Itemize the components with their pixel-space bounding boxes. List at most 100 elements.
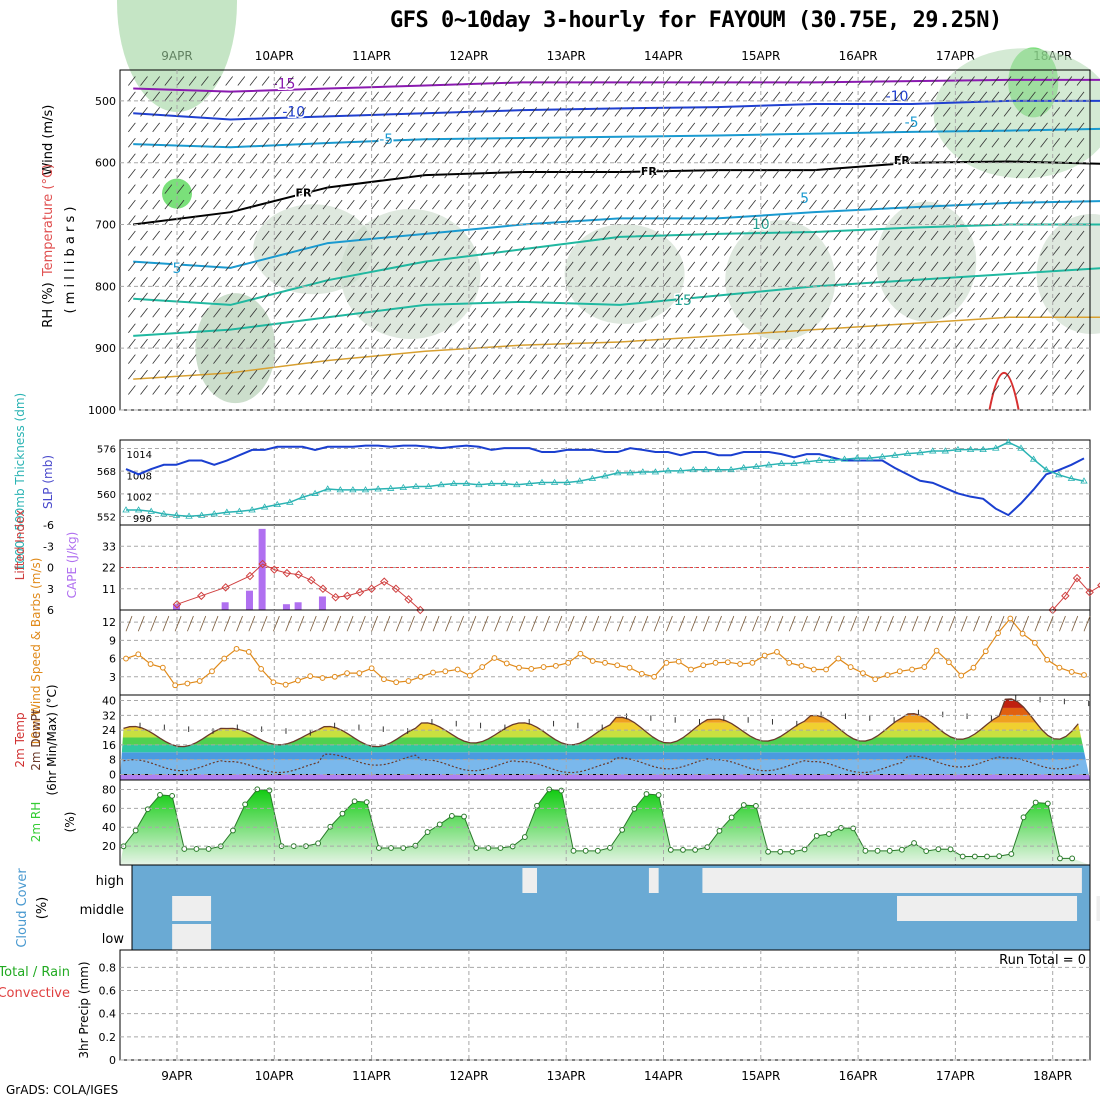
wind-barb [748,292,756,303]
wind-barb [1015,184,1024,194]
wind-barb [1028,215,1036,225]
wind-barb [128,107,136,117]
wind-barb [529,184,538,194]
wind-barb [553,369,562,380]
wind-barb [419,385,428,395]
wind-barb [602,246,611,256]
wind-barb [517,338,525,349]
wind-barb [930,308,939,318]
wind-barb [809,338,817,349]
wind-speed-marker [945,659,952,666]
wind-barb [140,292,148,303]
wind-barb [663,385,671,395]
wind-barb [590,168,598,179]
wind-barb [833,122,842,133]
wind-barb [626,168,635,179]
rh-marker [534,802,540,809]
wind-barb [1064,246,1073,256]
wind-barb [699,168,708,179]
li-tick: 3 [47,583,54,596]
wind-barb [432,230,440,241]
wind-barb-10m [162,615,170,632]
wind-barb [480,107,489,117]
wind-barb [468,215,477,225]
wind-barb [699,369,708,380]
wind-barb [310,76,319,86]
wind-barb [298,76,306,86]
wind-barb-10m [666,615,673,632]
wind-barb-10m [997,615,1005,632]
wind-barb [492,230,501,241]
wind-barb [310,184,319,194]
wind-barb [626,230,635,241]
rh-marker [181,846,188,852]
wind-barb [699,199,708,210]
wind-barb [1028,292,1036,303]
wind-barb [128,354,136,364]
wind-barb [541,246,550,256]
wind-barb [334,230,343,241]
wind-tick: 9 [109,634,116,647]
wind-barb [736,153,744,163]
wind-barb [128,153,136,163]
wind-barb [529,91,538,102]
wind-speed-marker [540,664,547,670]
wind-barb [225,292,233,303]
wind-barb [237,199,246,210]
wind-barb [930,385,939,395]
wind-barb [760,199,769,210]
wind-barb [1052,122,1061,133]
wind-barb [128,323,136,333]
wind-barb [1003,76,1012,86]
wind-speed-marker [774,648,780,655]
wind-speed-marker [810,666,817,673]
wind-barb [1052,215,1061,225]
wind-barb [359,354,367,364]
wind-barb [687,153,696,163]
wind-barb [882,122,890,133]
wind-barb-10m [297,615,305,632]
wind-barb-10m [653,615,661,632]
wind-barb [322,323,331,333]
rh-marker [923,848,930,855]
wind-barb [1076,261,1085,272]
wind-barb [237,153,246,163]
wind-barb [699,153,708,163]
wind-barb [517,215,525,225]
wind-barb-10m [346,615,354,632]
wind-barb [699,76,708,86]
wind-barb [1052,91,1061,102]
wind-barb [869,323,878,333]
wind-barb-10m [322,615,329,632]
thickness-marker [777,459,786,466]
wind-barb-10m [776,615,784,632]
rh-marker [521,834,528,840]
wind-barb [967,91,975,102]
wind-barb [298,261,306,272]
wind-barb [1003,354,1012,364]
wind-barb [894,292,902,303]
thickness-marker [752,462,760,470]
wind-barb [1052,323,1061,333]
wind-barb [359,323,367,333]
dewpt-ylabel: 2m DewPt [29,709,43,771]
wind-barb [188,292,197,303]
wind-barb [906,184,915,194]
wind-barb [1052,338,1061,349]
wind-barb [711,308,720,318]
rh-marker [813,832,820,839]
wind-barb [590,246,598,256]
wind-barb [882,184,890,194]
wind-barb [492,91,501,102]
wind-barb [894,385,902,395]
pressure-ylabel-thickness: 1000~500mb Thickness (dm) [13,393,27,571]
wind-barb [590,385,598,395]
wind-barb [796,292,805,303]
wind-barb [1015,261,1024,272]
wind-barb [942,91,951,102]
wind-barb [225,153,233,163]
wind-barb [517,246,525,256]
wind-barb [869,292,878,303]
wind-barb [164,91,173,102]
wind-barb [310,323,319,333]
